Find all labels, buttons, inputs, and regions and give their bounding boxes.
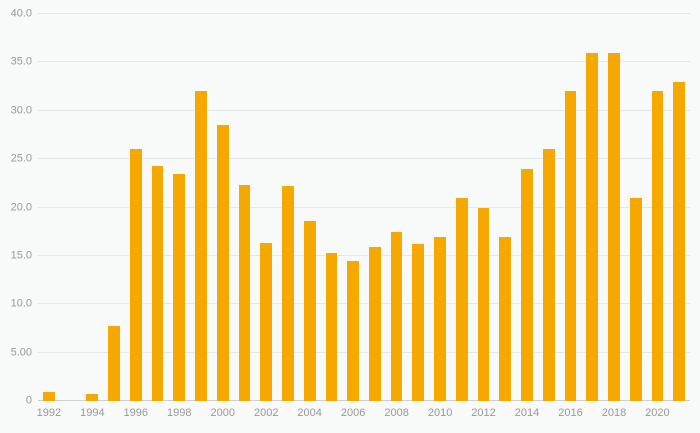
bar-slot: 1994 bbox=[80, 14, 105, 419]
x-axis-line bbox=[38, 400, 690, 401]
y-axis-label: 20.0 bbox=[10, 201, 32, 213]
bar-2005 bbox=[325, 252, 338, 401]
bar-slot: 2000 bbox=[210, 14, 235, 419]
gridline bbox=[38, 13, 690, 14]
x-axis-label: 2010 bbox=[427, 407, 453, 419]
bar-1998 bbox=[173, 173, 186, 401]
bar-slot: 2014 bbox=[515, 14, 539, 419]
x-axis-label: 1996 bbox=[123, 407, 149, 419]
bar-slot: 2016 bbox=[558, 14, 583, 419]
bar-slot: 2018 bbox=[602, 14, 626, 419]
bar-2000 bbox=[216, 125, 229, 401]
bar-2008 bbox=[390, 231, 403, 401]
plot-area: 0 5.00 10.0 15.0 20.0 25.0 30.0 35.0 40.0 1992 199… bbox=[11, 8, 690, 419]
y-axis-label: 35.0 bbox=[10, 55, 32, 68]
x-axis-label: 2020 bbox=[645, 407, 670, 419]
bar-1999 bbox=[195, 91, 207, 401]
bar-slot bbox=[538, 14, 560, 401]
bar-2016 bbox=[564, 91, 577, 401]
bar-2012 bbox=[477, 207, 490, 401]
bar-2014 bbox=[521, 168, 533, 401]
bar-2010 bbox=[434, 236, 446, 401]
bar-slot bbox=[364, 14, 386, 401]
bar-slot: 2010 bbox=[428, 14, 452, 419]
bar-1995 bbox=[108, 325, 120, 401]
bar-2003 bbox=[282, 186, 294, 401]
bar-slot bbox=[103, 14, 125, 401]
gridline bbox=[38, 254, 690, 256]
bar-slot: 2006 bbox=[341, 14, 365, 419]
bar-slot bbox=[494, 14, 516, 401]
gridline bbox=[38, 206, 690, 208]
x-axis-label: 2016 bbox=[558, 407, 583, 419]
y-axis-label: 40.0 bbox=[10, 7, 32, 20]
gridline bbox=[38, 109, 690, 111]
x-axis-label: 2008 bbox=[384, 407, 409, 419]
x-axis-label: 1994 bbox=[80, 407, 105, 419]
bar-2021 bbox=[673, 81, 686, 401]
bar-slot bbox=[60, 14, 82, 401]
bar-slot: 1992 bbox=[37, 14, 61, 419]
gridline bbox=[38, 303, 690, 305]
bar-slot: 2020 bbox=[645, 14, 670, 419]
x-axis-label: 2012 bbox=[471, 407, 496, 419]
bars-container: 1992 1994 1996 1998 2000 2002 2004 2006 2008 2010… bbox=[37, 14, 690, 419]
bar-2020 bbox=[651, 91, 664, 401]
x-axis-label: 2004 bbox=[297, 407, 322, 419]
bar-2017 bbox=[586, 52, 599, 401]
bar-2019 bbox=[629, 197, 642, 401]
bar-2018 bbox=[608, 52, 620, 401]
y-axis-label: 30.0 bbox=[10, 104, 32, 117]
bar-slot: 1998 bbox=[167, 14, 192, 419]
y-axis-label: 10.0 bbox=[10, 297, 32, 310]
bar-slot bbox=[407, 14, 429, 401]
bar-1994 bbox=[86, 394, 99, 401]
bar-slot: 2002 bbox=[254, 14, 278, 419]
x-axis-label: 2000 bbox=[210, 407, 235, 419]
bar-2007 bbox=[369, 247, 381, 401]
bar-1992 bbox=[43, 392, 55, 401]
bar-2001 bbox=[238, 185, 251, 401]
bar-slot: 2012 bbox=[471, 14, 496, 419]
x-axis-label: 2002 bbox=[253, 407, 279, 419]
x-axis-label: 2006 bbox=[340, 407, 366, 419]
y-axis-label: 5.00 bbox=[10, 346, 32, 359]
bar-slot bbox=[234, 14, 256, 401]
bar-slot bbox=[668, 14, 690, 401]
x-axis-label: 2014 bbox=[514, 407, 540, 419]
bar-slot bbox=[190, 14, 212, 401]
bar-2015 bbox=[542, 149, 555, 401]
bar-2006 bbox=[347, 260, 360, 401]
x-axis-label: 2018 bbox=[601, 407, 627, 419]
gridline bbox=[38, 61, 690, 63]
x-axis-label: 1992 bbox=[36, 407, 62, 419]
bar-slot bbox=[277, 14, 299, 401]
bar-2011 bbox=[455, 197, 468, 401]
bar-slot bbox=[147, 14, 169, 401]
y-axis-label: 25.0 bbox=[10, 152, 32, 165]
bar-2002 bbox=[260, 243, 273, 401]
bar-slot bbox=[451, 14, 473, 401]
bar-slot: 2008 bbox=[384, 14, 409, 419]
bar-slot bbox=[321, 14, 343, 401]
bar-1996 bbox=[129, 149, 142, 401]
bar-2009 bbox=[412, 244, 425, 401]
y-axis-label: 15.0 bbox=[10, 249, 32, 262]
bar-2013 bbox=[499, 236, 512, 401]
x-axis-label: 1998 bbox=[167, 407, 192, 419]
bar-slot: 1996 bbox=[124, 14, 148, 419]
gridline bbox=[38, 158, 690, 160]
y-axis-label: 0 bbox=[25, 394, 32, 407]
bar-slot: 2004 bbox=[297, 14, 322, 419]
bar-1997 bbox=[151, 165, 164, 401]
bar-slot bbox=[581, 14, 603, 401]
bar-2004 bbox=[303, 221, 316, 401]
bar-slot bbox=[625, 14, 647, 401]
gridline bbox=[38, 351, 690, 353]
